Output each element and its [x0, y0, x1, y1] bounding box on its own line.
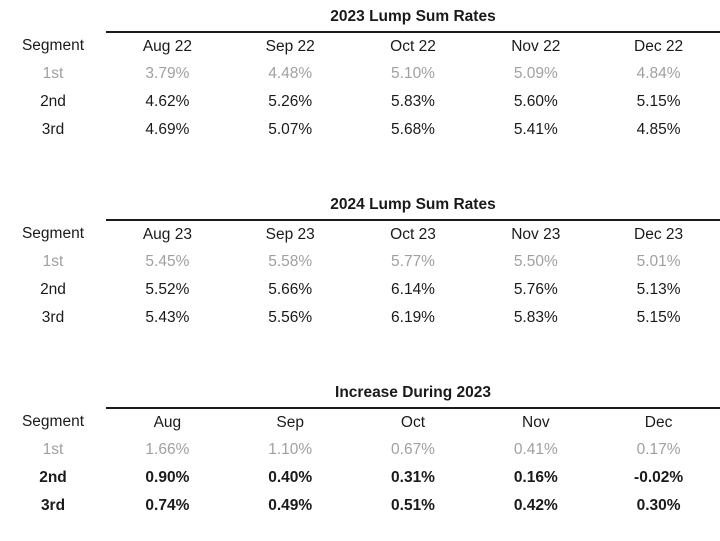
month-column-header: Sep 22: [265, 37, 315, 55]
column-header-row: Segment Aug Sep Oct Nov Dec: [0, 408, 720, 436]
table-row: 2nd 0.90% 0.40% 0.31% 0.16% -0.02%: [0, 464, 720, 492]
month-column-header: Oct: [400, 413, 426, 431]
month-column-header: Dec: [644, 413, 673, 431]
table-row: 3rd 0.74% 0.49% 0.51% 0.42% 0.30%: [0, 492, 720, 520]
rate-value-cell: 4.69%: [145, 121, 190, 138]
rate-value-cell: 0.30%: [636, 497, 681, 514]
rate-value-cell: 1.10%: [268, 441, 313, 458]
rate-value-cell: 3.79%: [145, 65, 190, 82]
rate-value-cell: 5.13%: [636, 281, 681, 298]
rate-value-cell: 5.10%: [391, 65, 435, 82]
rate-value-cell: 5.68%: [391, 121, 435, 138]
rate-value-cell: 5.15%: [636, 309, 681, 326]
rate-value-cell: -0.02%: [634, 469, 684, 486]
rate-value-cell: 5.09%: [513, 65, 558, 82]
month-column-header: Aug 22: [142, 37, 192, 55]
segment-cell: 2nd: [39, 469, 67, 486]
rate-value-cell: 0.41%: [513, 441, 558, 458]
segment-cell: 2nd: [40, 281, 66, 298]
month-column-header: Sep 23: [265, 225, 315, 243]
table-row: 2nd 5.52% 5.66% 6.14% 5.76% 5.13%: [0, 276, 720, 304]
segment-column-header: Segment: [21, 225, 85, 242]
rate-value-cell: 5.83%: [391, 93, 435, 110]
rate-value-cell: 5.56%: [268, 309, 313, 326]
table-row: 1st 5.45% 5.58% 5.77% 5.50% 5.01%: [0, 248, 720, 276]
month-column-header: Nov: [522, 413, 550, 431]
rate-value-cell: 4.62%: [145, 93, 190, 110]
lump-sum-rates-table-2024: 2024 Lump Sum Rates Segment Aug 23 Sep 2…: [0, 196, 720, 332]
month-column-header: Dec 22: [634, 37, 684, 55]
rate-value-cell: 5.66%: [268, 281, 313, 298]
table-title: 2024 Lump Sum Rates: [106, 196, 720, 221]
segment-column-header: Segment: [21, 37, 85, 54]
rate-value-cell: 0.90%: [145, 469, 190, 486]
rate-value-cell: 0.67%: [391, 441, 435, 458]
table-row: 2nd 4.62% 5.26% 5.83% 5.60% 5.15%: [0, 88, 720, 116]
month-column-header: Aug: [153, 413, 182, 431]
segment-cell: 1st: [42, 253, 64, 270]
rate-value-cell: 6.14%: [391, 281, 435, 298]
rate-value-cell: 5.15%: [636, 93, 681, 110]
table-row: 1st 1.66% 1.10% 0.67% 0.41% 0.17%: [0, 436, 720, 464]
rate-value-cell: 1.66%: [145, 441, 190, 458]
rate-value-cell: 5.01%: [636, 253, 681, 270]
rate-value-cell: 5.60%: [513, 93, 558, 110]
segment-cell: 2nd: [40, 93, 66, 110]
rate-value-cell: 0.42%: [513, 497, 558, 514]
month-column-header: Aug 23: [142, 225, 192, 243]
month-column-header: Nov 22: [511, 37, 561, 55]
table-title-row: Increase During 2023: [0, 384, 720, 409]
rate-value-cell: 0.40%: [268, 469, 313, 486]
rate-value-cell: 5.58%: [268, 253, 313, 270]
rate-value-cell: 4.48%: [268, 65, 313, 82]
title-spacer: [0, 196, 106, 220]
column-header-row: Segment Aug 22 Sep 22 Oct 22 Nov 22 Dec …: [0, 32, 720, 60]
month-column-header: Oct 23: [390, 225, 436, 243]
segment-cell: 3rd: [41, 121, 65, 138]
lump-sum-rates-table-2023: 2023 Lump Sum Rates Segment Aug 22 Sep 2…: [0, 8, 720, 144]
table-title-row: 2024 Lump Sum Rates: [0, 196, 720, 221]
rate-value-cell: 0.16%: [513, 469, 558, 486]
rate-value-cell: 5.83%: [513, 309, 558, 326]
rate-value-cell: 5.76%: [513, 281, 558, 298]
rate-value-cell: 0.31%: [391, 469, 435, 486]
table-title: Increase During 2023: [106, 384, 720, 409]
segment-cell: 1st: [42, 65, 64, 82]
title-spacer: [0, 384, 106, 408]
rate-value-cell: 0.49%: [268, 497, 313, 514]
table-row: 3rd 5.43% 5.56% 6.19% 5.83% 5.15%: [0, 304, 720, 332]
table-row: 1st 3.79% 4.48% 5.10% 5.09% 4.84%: [0, 60, 720, 88]
rates-report-page: 2023 Lump Sum Rates Segment Aug 22 Sep 2…: [0, 8, 720, 541]
rate-value-cell: 4.85%: [636, 121, 681, 138]
rate-value-cell: 0.17%: [636, 441, 681, 458]
title-spacer: [0, 8, 106, 32]
month-column-header: Oct 22: [390, 37, 436, 55]
month-column-header: Sep: [276, 413, 304, 431]
rate-value-cell: 5.41%: [513, 121, 558, 138]
segment-cell: 1st: [42, 441, 64, 458]
segment-cell: 3rd: [41, 309, 65, 326]
column-header-row: Segment Aug 23 Sep 23 Oct 23 Nov 23 Dec …: [0, 220, 720, 248]
rate-value-cell: 5.77%: [391, 253, 435, 270]
table-row: 3rd 4.69% 5.07% 5.68% 5.41% 4.85%: [0, 116, 720, 144]
segment-cell: 3rd: [40, 497, 66, 514]
table-title: 2023 Lump Sum Rates: [106, 8, 720, 33]
rate-value-cell: 5.52%: [145, 281, 190, 298]
rate-value-cell: 5.43%: [145, 309, 190, 326]
rate-value-cell: 0.74%: [145, 497, 190, 514]
rate-value-cell: 5.45%: [145, 253, 190, 270]
rate-value-cell: 5.07%: [268, 121, 313, 138]
rate-value-cell: 5.50%: [513, 253, 558, 270]
increase-during-2023-table: Increase During 2023 Segment Aug Sep Oct…: [0, 384, 720, 520]
rate-value-cell: 5.26%: [268, 93, 313, 110]
table-title-row: 2023 Lump Sum Rates: [0, 8, 720, 33]
month-column-header: Dec 23: [634, 225, 684, 243]
rate-value-cell: 6.19%: [391, 309, 435, 326]
rate-value-cell: 0.51%: [391, 497, 435, 514]
month-column-header: Nov 23: [511, 225, 561, 243]
rate-value-cell: 4.84%: [636, 65, 681, 82]
segment-column-header: Segment: [21, 413, 85, 430]
